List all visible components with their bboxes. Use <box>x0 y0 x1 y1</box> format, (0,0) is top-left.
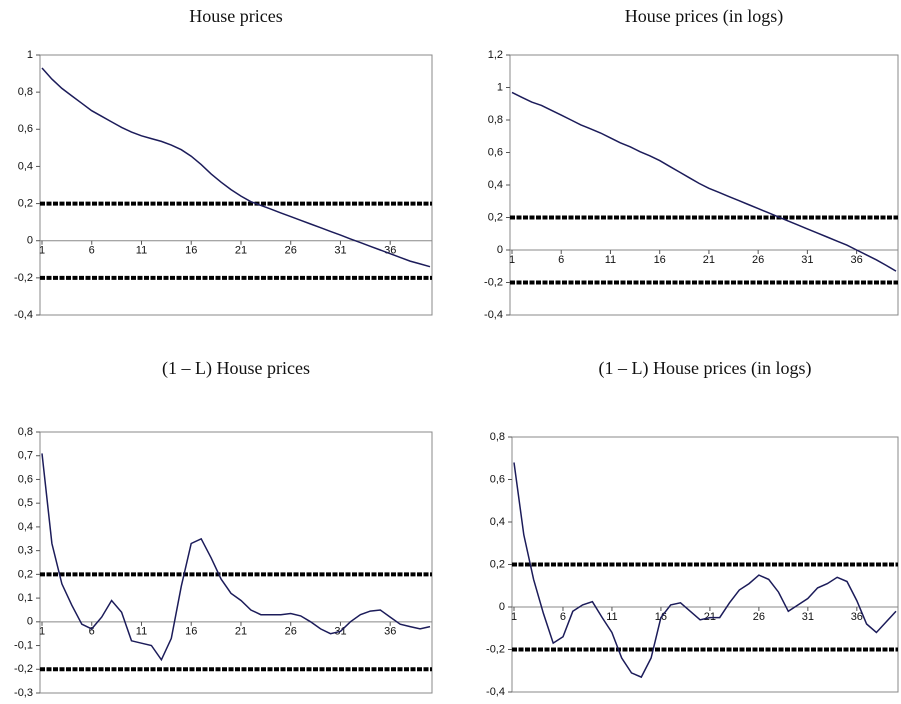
y-tick-label: 1,2 <box>488 49 503 61</box>
x-tick-label: 1 <box>39 626 45 638</box>
x-tick-label: 36 <box>851 611 863 623</box>
y-tick-label: 0,4 <box>18 521 33 533</box>
y-tick-label: 1 <box>497 81 503 93</box>
y-tick-label: 0,8 <box>18 426 33 438</box>
y-tick-label: 0,6 <box>18 123 33 135</box>
x-tick-label: 6 <box>89 245 95 257</box>
y-tick-label: 0,2 <box>490 558 505 570</box>
x-tick-label: 16 <box>654 254 666 266</box>
y-tick-label: 0,2 <box>18 197 33 209</box>
y-tick-label: 0,4 <box>490 516 505 528</box>
panel: House prices-0,4-0,200,20,40,60,811 6 11 16… <box>14 6 433 321</box>
y-tick-label: 0,7 <box>18 450 33 462</box>
x-tick-label: 36 <box>384 245 396 257</box>
plot-frame <box>39 431 433 694</box>
y-tick-label: 0 <box>27 235 33 247</box>
y-tick-label: 0,8 <box>490 431 505 443</box>
y-tick-label: 0,6 <box>488 146 503 158</box>
x-tick-label: 11 <box>136 245 147 257</box>
x-tick-label: 11 <box>605 254 616 266</box>
x-tick-label: 26 <box>285 626 297 638</box>
x-tick-label: 31 <box>801 254 813 266</box>
y-tick-label: -0,4 <box>486 686 505 698</box>
chart-title: (1 – L) House prices (in logs) <box>599 358 812 379</box>
acf-line <box>41 453 431 662</box>
y-tick-label: 0,4 <box>18 160 33 172</box>
x-tick-label: 6 <box>89 626 95 638</box>
y-tick-label: 0,4 <box>488 179 503 191</box>
x-tick-label: 16 <box>185 626 197 638</box>
x-tick-label: 6 <box>560 611 566 623</box>
x-tick-label: 21 <box>235 245 247 257</box>
y-tick-label: 0 <box>497 244 503 256</box>
y-tick-label: 0,8 <box>18 86 33 98</box>
y-tick-label: 0,2 <box>18 568 33 580</box>
x-tick-label: 31 <box>802 611 814 623</box>
y-tick-label: 0,1 <box>18 592 33 604</box>
y-tick-label: -0,2 <box>486 643 505 655</box>
x-tick-label: 1 <box>39 245 45 257</box>
y-tick-label: -0,2 <box>14 663 33 675</box>
y-tick-label: -0,2 <box>14 272 33 284</box>
x-tick-label: 26 <box>285 245 297 257</box>
panel: House prices (in logs) -0,4 -0,2 0 0,2 0,4 0,6… <box>484 6 899 321</box>
chart-title: House prices (in logs) <box>625 6 783 27</box>
acf-line <box>511 91 897 272</box>
x-tick-label: 6 <box>558 254 564 266</box>
x-tick-label: 21 <box>703 254 715 266</box>
x-tick-label: 16 <box>185 245 197 257</box>
y-tick-label: 0 <box>499 601 505 613</box>
y-tick-label: 0,2 <box>488 211 503 223</box>
x-tick-label: 21 <box>235 626 247 638</box>
y-tick-label: 0,8 <box>488 114 503 126</box>
chart-title: (1 – L) House prices <box>162 358 310 379</box>
y-tick-label: 0,5 <box>18 497 33 509</box>
x-tick-label: 11 <box>606 611 617 623</box>
y-tick-label: -0,4 <box>14 309 33 321</box>
x-tick-label: 1 <box>511 611 517 623</box>
y-tick-label: -0,2 <box>484 276 503 288</box>
chart-title: House prices <box>189 6 282 26</box>
y-tick-label: 0,3 <box>18 545 33 557</box>
acf-line <box>513 462 897 679</box>
acf-line <box>41 67 431 268</box>
x-tick-label: 1 <box>509 254 515 266</box>
y-tick-label: 0,6 <box>18 473 33 485</box>
plot-frame <box>509 54 899 316</box>
x-tick-label: 26 <box>752 254 764 266</box>
plot-frame <box>39 54 433 316</box>
panel: (1 – L) House prices -0,3 -0,2 -0,1 0 0,1 0,2 0… <box>14 358 433 699</box>
x-tick-label: 36 <box>850 254 862 266</box>
y-tick-label: 0 <box>27 616 33 628</box>
y-tick-label: -0,3 <box>14 687 33 699</box>
x-tick-label: 26 <box>753 611 765 623</box>
y-tick-label: 1 <box>27 49 33 61</box>
x-tick-label: 36 <box>384 626 396 638</box>
y-tick-label: -0,4 <box>484 309 503 321</box>
y-tick-label: -0,1 <box>14 639 33 651</box>
x-tick-label: 11 <box>136 626 147 638</box>
x-tick-label: 31 <box>334 245 346 257</box>
y-tick-label: 0,6 <box>490 473 505 485</box>
panel: (1 – L) House prices (in logs) -0,4 -0,2 0 0… <box>486 358 899 698</box>
